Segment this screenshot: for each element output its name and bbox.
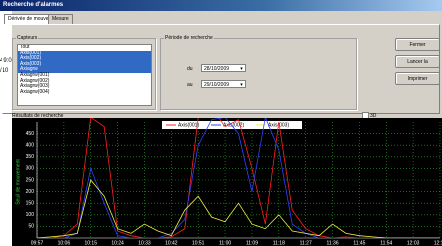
tab[interactable]: Mesure — [48, 14, 73, 24]
legend: Axis(001)Axis(002)Axis(003) — [162, 121, 302, 129]
group-label: Période de recherche — [164, 35, 214, 41]
to-label: au — [187, 82, 193, 88]
x-tick-label: 11:27 — [300, 240, 312, 246]
y-tick-label: 100 — [26, 212, 35, 218]
title-bar: Recherche d'alarmes — [0, 0, 442, 11]
x-tick-label: 10:33 — [138, 240, 151, 246]
x-tick-label: 11:45 — [353, 240, 365, 246]
y-tick-label: 50 — [28, 224, 34, 230]
dropdown-arrow[interactable]: ▾ — [238, 81, 245, 87]
page: {"window": {"title": "Recherche d'alarme… — [0, 0, 442, 246]
date-from[interactable]: 28/10/2009 ▾ — [201, 64, 246, 72]
x-tick-label: 09:57 — [31, 240, 44, 246]
x-tick-label: 10:42 — [165, 240, 178, 246]
y-tick-label: 150 — [26, 201, 35, 207]
legend-label: Axis(001) — [178, 122, 199, 128]
period-group: Période de recherche du 28/10/2009 ▾ au 2… — [160, 38, 357, 110]
list-item[interactable]: Axiagrw(004) — [18, 90, 151, 96]
button[interactable]: Imprimer — [395, 72, 440, 85]
x-tick-label: 10:15 — [84, 240, 97, 246]
x-tick-label: 12:12 — [434, 240, 442, 246]
x-tick-label: 11:09 — [246, 240, 258, 246]
chart-background — [12, 118, 442, 246]
chart: Seuil de mouvement 50 100 150 200 250 300 350 4… — [12, 118, 442, 246]
button[interactable]: Fermer — [395, 38, 440, 51]
x-tick-label: 11:00 — [219, 240, 231, 246]
y-tick-label: 250 — [26, 177, 35, 183]
x-tick-label: 10:51 — [192, 240, 205, 246]
x-tick-label: 11:18 — [273, 240, 285, 246]
button[interactable]: Lancer la recherche — [395, 55, 440, 68]
group-label: Capteurs — [16, 35, 38, 41]
x-tick-label: 10:24 — [111, 240, 124, 246]
y-tick-label: 450 — [26, 131, 35, 137]
x-tick-label: 11:36 — [326, 240, 338, 246]
y-tick-label: 200 — [26, 189, 35, 195]
date-to[interactable]: 29/10/2009 ▾ — [201, 80, 246, 88]
from-label: du — [187, 66, 193, 72]
x-tick-label: 11:54 — [380, 240, 392, 246]
x-tick-label: 12:03 — [407, 240, 420, 246]
y-tick-label: 350 — [26, 154, 35, 160]
y-axis-title: Seuil de mouvement — [15, 159, 21, 205]
y-tick-label: 300 — [26, 166, 35, 172]
date-text: 28/10/2009 — [204, 66, 229, 72]
date-text: 29/10/2009 — [204, 82, 229, 88]
y-tick-label: 400 — [26, 143, 35, 149]
x-tick-label: 10:06 — [58, 240, 71, 246]
dropdown-arrow[interactable]: ▾ — [238, 65, 245, 71]
